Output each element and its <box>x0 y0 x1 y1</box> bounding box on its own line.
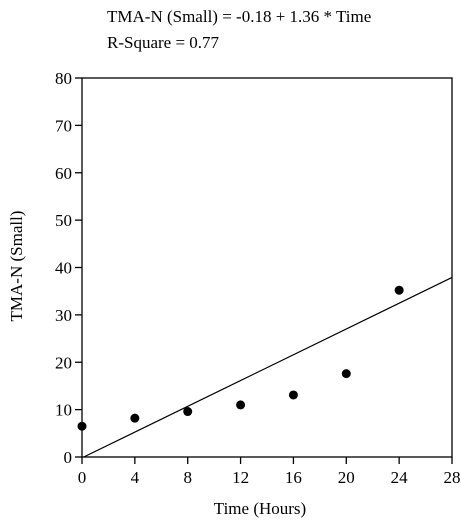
equation-label: TMA-N (Small) = -0.18 + 1.36 * Time <box>107 7 372 26</box>
y-tick-label: 60 <box>55 164 72 183</box>
y-tick-label: 50 <box>55 211 72 230</box>
x-tick-label: 4 <box>131 468 140 487</box>
y-tick-label: 10 <box>55 401 72 420</box>
regression-line <box>83 276 453 458</box>
fit-line <box>83 276 453 458</box>
x-tick-label: 0 <box>78 468 87 487</box>
x-tick-label: 16 <box>285 468 302 487</box>
y-tick-label: 80 <box>55 69 72 88</box>
data-point <box>130 413 140 423</box>
x-axis-label: Time (Hours) <box>214 499 306 518</box>
data-points <box>77 285 404 431</box>
x-tick-label: 12 <box>232 468 249 487</box>
y-tick-label: 70 <box>55 116 72 135</box>
data-point <box>183 407 193 417</box>
x-tick-label: 8 <box>183 468 192 487</box>
x-tick-label: 20 <box>338 468 355 487</box>
x-tick-label: 28 <box>444 468 461 487</box>
y-tick-label: 30 <box>55 306 72 325</box>
y-axis-label: TMA-N (Small) <box>7 211 26 322</box>
y-tick-label: 0 <box>64 448 73 467</box>
r-square-label: R-Square = 0.77 <box>107 33 220 52</box>
data-point <box>341 369 351 379</box>
y-tick-label: 40 <box>55 259 72 278</box>
data-point <box>394 285 404 295</box>
y-tick-label: 20 <box>55 353 72 372</box>
data-point <box>236 400 246 410</box>
x-tick-label: 24 <box>391 468 409 487</box>
data-point <box>77 421 87 431</box>
axes: 0 10 20 30 40 50 60 70 80 0 4 8 12 16 20 24 28 <box>55 69 461 487</box>
data-point <box>288 390 298 400</box>
plot-frame <box>81 77 453 458</box>
